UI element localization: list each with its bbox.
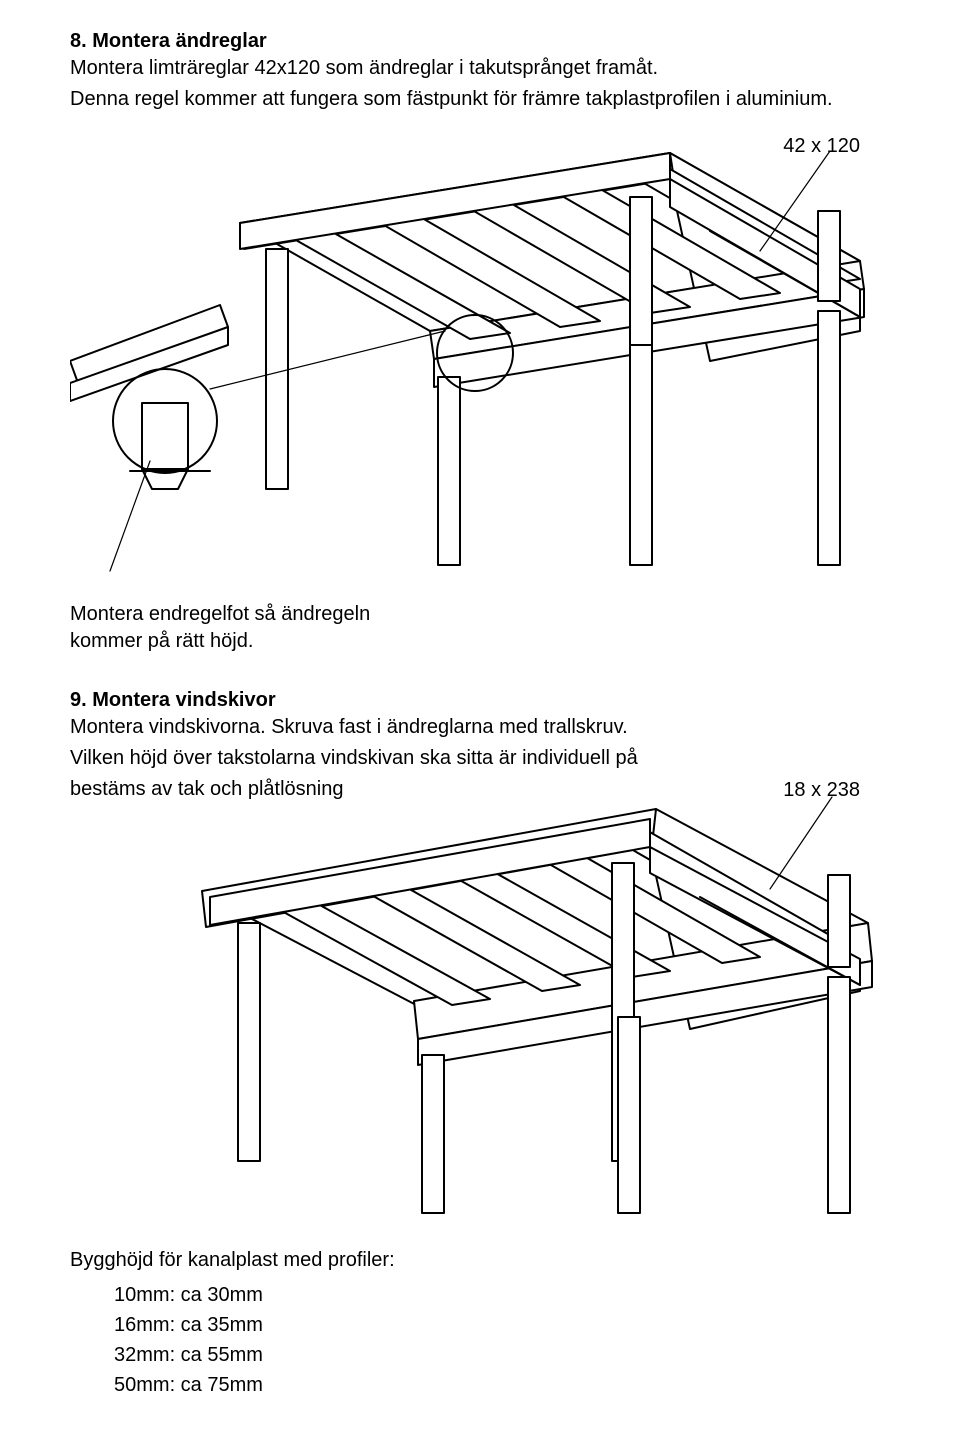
section9-heading: 9. Montera vindskivor <box>70 689 890 712</box>
section9-para1: Montera vindskivorna. Skruva fast i ändr… <box>70 714 890 741</box>
figure1-caption-l2: kommer på rätt höjd. <box>70 628 890 655</box>
footer-row-3: 50mm: ca 75mm <box>114 1370 890 1400</box>
callout-42x120: 42 x 120 <box>783 135 860 158</box>
footer-row-2: 32mm: ca 55mm <box>114 1340 890 1370</box>
section9-para2: Vilken höjd över takstolarna vindskivan … <box>70 745 890 772</box>
footer-row-0: 10mm: ca 30mm <box>114 1280 890 1310</box>
figure-1: 42 x 120 <box>70 131 890 591</box>
callout-18x238: 18 x 238 <box>783 779 860 802</box>
section8-para1: Montera limträreglar 42x120 som ändregla… <box>70 55 890 82</box>
footer-measure-list: 10mm: ca 30mm 16mm: ca 35mm 32mm: ca 55m… <box>114 1280 890 1400</box>
figure1-caption-l1: Montera endregelfot så ändregeln <box>70 601 890 628</box>
footer-heading: Bygghöjd för kanalplast med profiler: <box>70 1247 890 1274</box>
diagram-structure-2 <box>70 779 890 1219</box>
figure-2: 18 x 238 <box>70 779 890 1219</box>
section8-heading: 8. Montera ändreglar <box>70 30 890 53</box>
section8-para2: Denna regel kommer att fungera som fästp… <box>70 86 890 113</box>
footer-row-1: 16mm: ca 35mm <box>114 1310 890 1340</box>
diagram-structure-1 <box>70 131 890 591</box>
